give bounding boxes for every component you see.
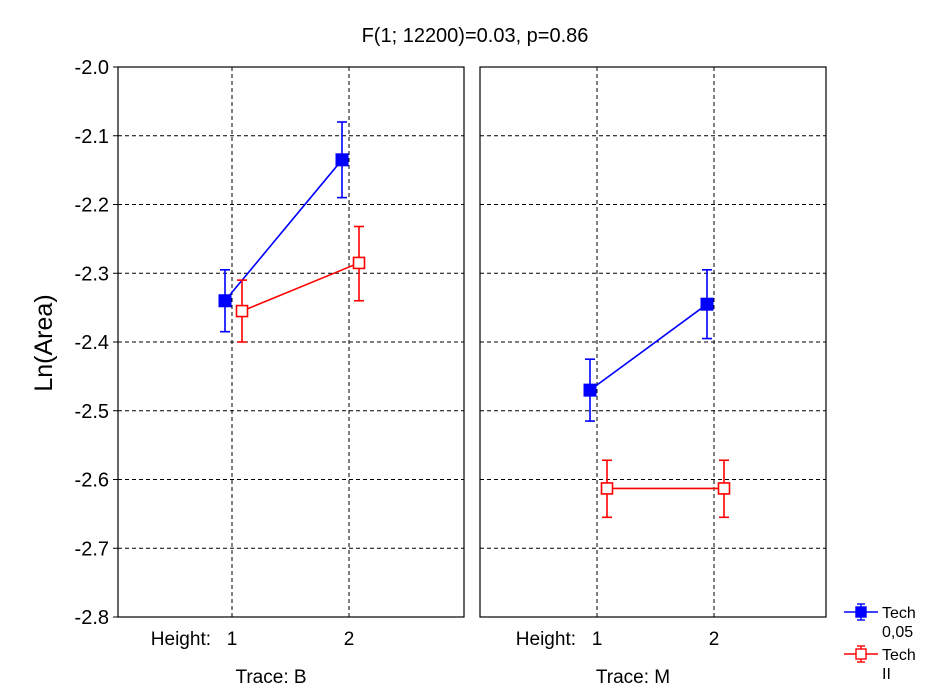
y-tick-label: -2.7 (75, 538, 109, 560)
legend-label: Tech (882, 605, 916, 622)
plot-frame (479, 66, 827, 618)
legend-item-tech-ii: Tech II (844, 645, 916, 683)
chart-title: F(1; 12200)=0.03, p=0.86 (362, 25, 589, 47)
legend-marker (855, 606, 867, 618)
x-tick-label: 2 (709, 629, 720, 650)
y-tick-label: -2.0 (75, 57, 109, 79)
data-point (352, 256, 366, 270)
data-point (218, 294, 232, 308)
legend-label: 0,05 (882, 624, 913, 641)
chart-panels: -2.0 -2.1 -2.2 -2.3 -2.4 -2.5 -2.6 -2.7 -2.8 Heig… (75, 57, 827, 688)
panel-label: Trace: M (596, 667, 670, 688)
legend-label: II (882, 666, 891, 683)
legend-label: Tech (882, 647, 916, 664)
data-point (235, 304, 249, 318)
y-axis-label: Ln(Area) (30, 294, 58, 391)
y-tick-label: -2.3 (75, 263, 109, 285)
series-line (589, 303, 708, 391)
panel-label: Trace: B (235, 667, 306, 688)
y-tick-label: -2.5 (75, 401, 109, 423)
data-point (600, 482, 614, 495)
y-tick-label: -2.2 (75, 195, 109, 217)
data-point (583, 383, 597, 397)
panel-2: Height: 1 2 Trace: M (479, 66, 827, 688)
x-factor-label: Height: (151, 629, 211, 650)
data-point (717, 482, 731, 495)
data-point (335, 153, 349, 167)
legend-item-tech-005: Tech 0,05 (844, 603, 916, 641)
series-line (224, 159, 343, 302)
y-tick-label: -2.1 (75, 126, 109, 148)
series-tech-ii (235, 225, 366, 343)
series-line (241, 262, 360, 312)
series-tech-ii (600, 459, 731, 519)
legend: Tech 0,05 Tech II (844, 603, 916, 683)
legend-marker (855, 648, 867, 660)
x-tick-label: 1 (227, 629, 238, 650)
data-point (700, 297, 714, 311)
x-factor-label: Height: (516, 629, 576, 650)
y-tick-label: -2.8 (75, 607, 109, 629)
x-tick-label: 1 (592, 629, 603, 650)
y-tick-label: -2.4 (75, 332, 109, 354)
y-tick-label: -2.6 (75, 470, 109, 492)
x-tick-label: 2 (344, 629, 355, 650)
series-tech-005 (583, 269, 714, 422)
series-tech-005 (218, 121, 349, 333)
panel-1: -2.0 -2.1 -2.2 -2.3 -2.4 -2.5 -2.6 -2.7 -2.8 Heig… (75, 57, 465, 688)
